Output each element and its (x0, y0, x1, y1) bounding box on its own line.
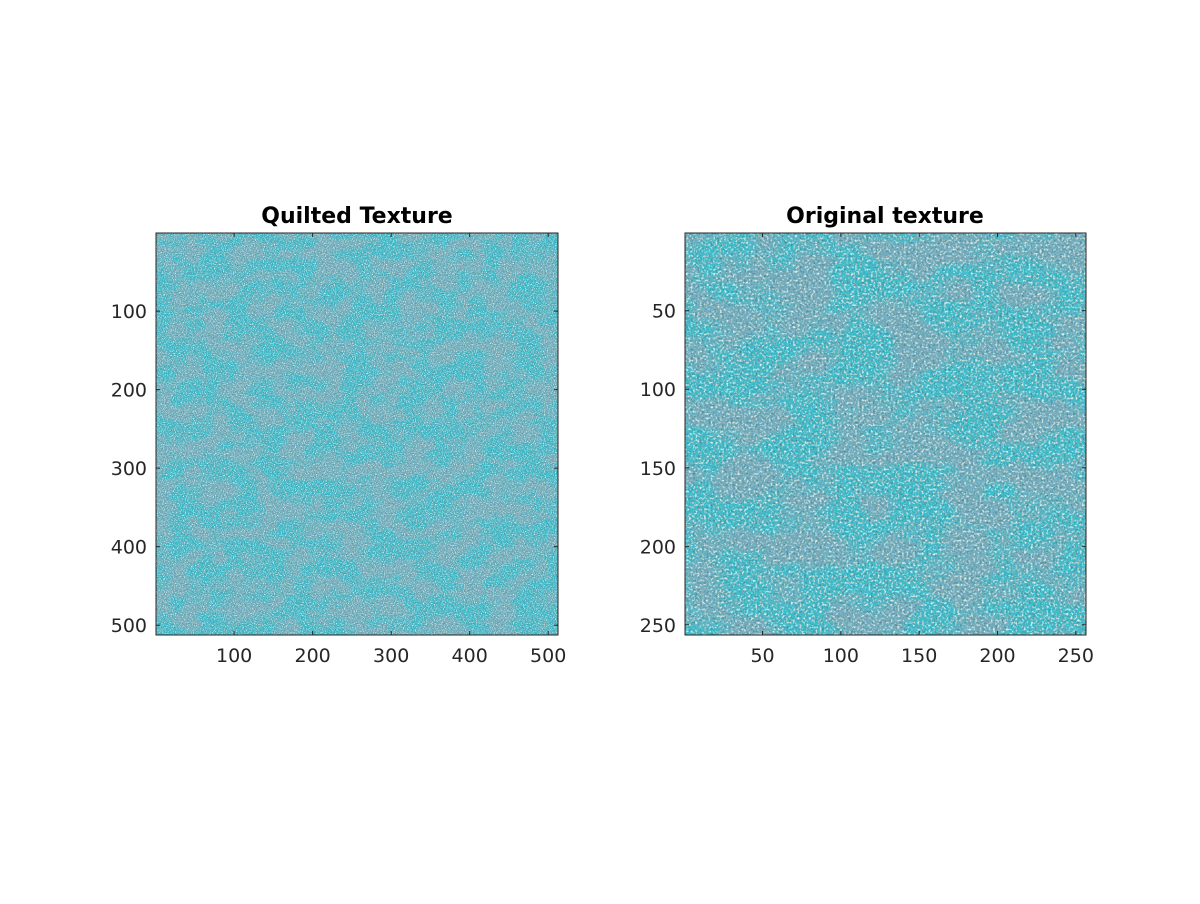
axes-title: Original texture (786, 204, 984, 229)
y-tick-label: 200 (111, 380, 147, 402)
axes-quilted: Quilted Texture 100 200 300 400 500 100 200 30… (111, 204, 567, 667)
x-axis: 100 200 300 400 500 (216, 233, 566, 667)
x-tick-label: 200 (979, 645, 1015, 667)
y-tick-label: 150 (640, 458, 676, 480)
y-tick-label: 100 (640, 379, 676, 401)
y-axis: 100 200 300 400 500 (111, 301, 558, 637)
axes-original: Original texture 50 100 150 200 250 50 100 150… (640, 204, 1094, 667)
x-tick-label: 500 (530, 645, 566, 667)
x-axis: 50 100 150 200 250 (750, 233, 1094, 667)
x-tick-label: 200 (295, 645, 331, 667)
y-tick-label: 200 (640, 536, 676, 558)
x-tick-label: 300 (373, 645, 409, 667)
y-tick-label: 50 (652, 301, 676, 323)
axes-frame (155, 232, 559, 636)
y-axis: 50 100 150 200 250 (640, 301, 1086, 637)
x-tick-label: 400 (452, 645, 488, 667)
original-texture-image (685, 233, 1086, 635)
x-tick-label: 100 (823, 645, 859, 667)
x-tick-label: 100 (216, 645, 252, 667)
axes-title: Quilted Texture (261, 204, 452, 229)
y-tick-label: 250 (640, 615, 676, 637)
quilted-texture-image (156, 233, 558, 635)
x-tick-label: 50 (750, 645, 774, 667)
y-tick-label: 300 (111, 458, 147, 480)
y-tick-label: 500 (111, 615, 147, 637)
y-tick-label: 100 (111, 301, 147, 323)
x-tick-label: 250 (1058, 645, 1094, 667)
x-tick-label: 150 (901, 645, 937, 667)
y-tick-label: 400 (111, 537, 147, 559)
axes-frame (684, 232, 1087, 636)
